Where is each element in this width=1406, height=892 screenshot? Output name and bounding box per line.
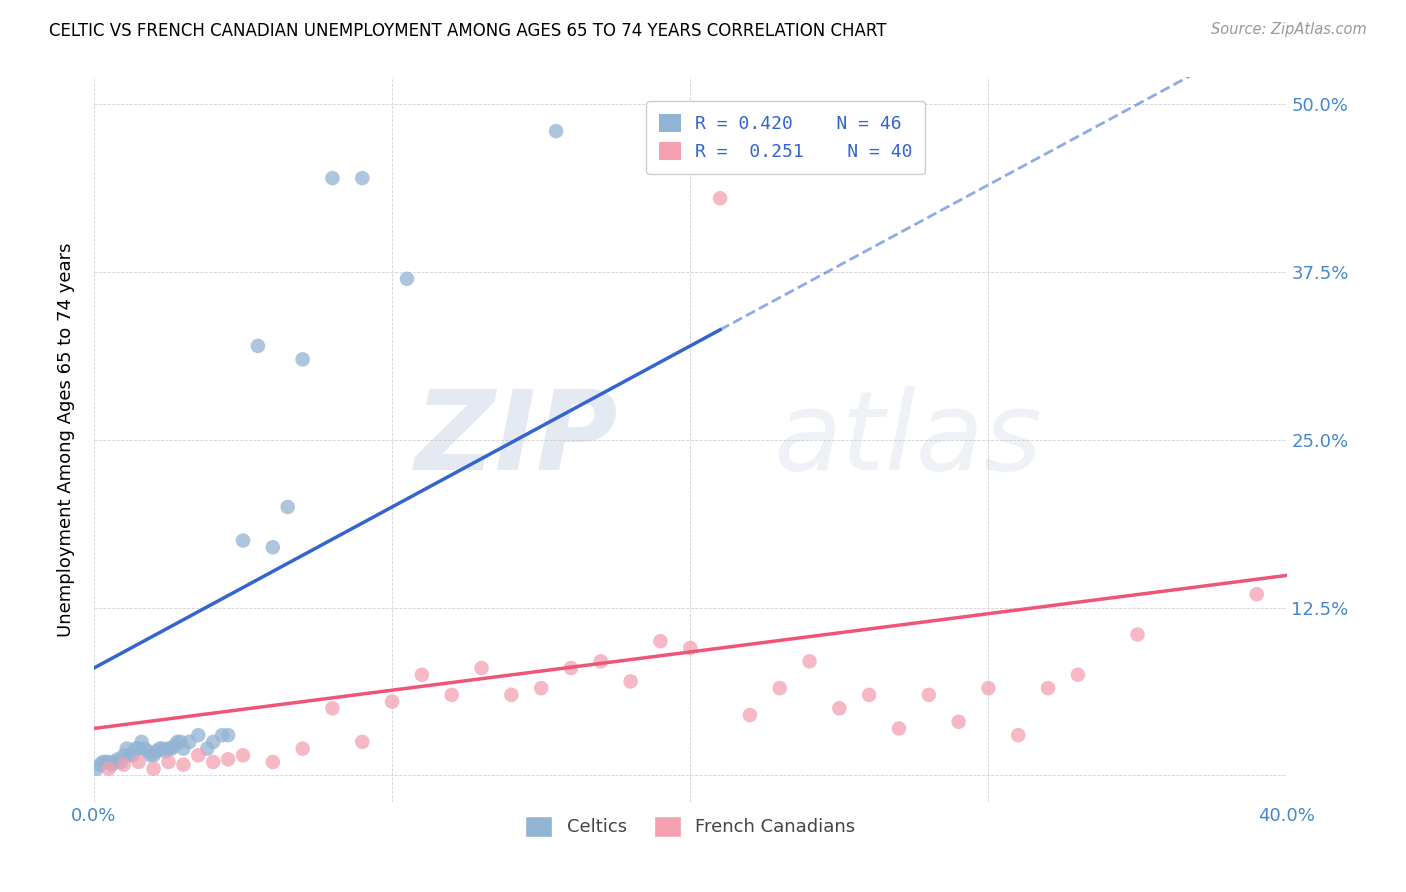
Point — [620, 674, 643, 689]
Point — [395, 272, 418, 286]
Point — [155, 744, 177, 758]
Point — [1007, 728, 1029, 742]
Point — [110, 755, 132, 769]
Point — [187, 728, 209, 742]
Point — [799, 654, 821, 668]
Point — [148, 741, 170, 756]
Point — [411, 667, 433, 681]
Point — [262, 540, 284, 554]
Point — [291, 741, 314, 756]
Point — [107, 752, 129, 766]
Point — [321, 701, 343, 715]
Point — [738, 708, 761, 723]
Point — [232, 748, 254, 763]
Point — [128, 741, 150, 756]
Point — [139, 748, 162, 763]
Point — [134, 741, 156, 756]
Point — [169, 735, 191, 749]
Point — [112, 757, 135, 772]
Point — [650, 634, 672, 648]
Point — [131, 735, 153, 749]
Text: atlas: atlas — [773, 386, 1042, 493]
Point — [202, 735, 225, 749]
Point — [232, 533, 254, 548]
Point — [104, 755, 127, 769]
Point — [440, 688, 463, 702]
Point — [977, 681, 1000, 695]
Point — [769, 681, 792, 695]
Point — [145, 744, 167, 758]
Point — [202, 755, 225, 769]
Point — [163, 739, 186, 753]
Point — [91, 755, 114, 769]
Point — [112, 748, 135, 763]
Point — [166, 735, 188, 749]
Y-axis label: Unemployment Among Ages 65 to 74 years: Unemployment Among Ages 65 to 74 years — [58, 243, 75, 637]
Point — [101, 757, 124, 772]
Point — [115, 741, 138, 756]
Point — [94, 755, 117, 769]
Point — [172, 741, 194, 756]
Point — [546, 124, 568, 138]
Point — [321, 171, 343, 186]
Point — [142, 762, 165, 776]
Point — [142, 748, 165, 763]
Point — [918, 688, 941, 702]
Point — [211, 728, 233, 742]
Point — [217, 752, 239, 766]
Point — [128, 755, 150, 769]
Point — [679, 640, 702, 655]
Point — [948, 714, 970, 729]
Point — [195, 741, 218, 756]
Point — [352, 735, 374, 749]
Point — [97, 762, 120, 776]
Point — [560, 661, 582, 675]
Point — [118, 748, 141, 763]
Point — [530, 681, 553, 695]
Point — [589, 654, 612, 668]
Text: CELTIC VS FRENCH CANADIAN UNEMPLOYMENT AMONG AGES 65 TO 74 YEARS CORRELATION CHA: CELTIC VS FRENCH CANADIAN UNEMPLOYMENT A… — [49, 22, 887, 40]
Point — [246, 339, 269, 353]
Point — [277, 500, 299, 514]
Point — [157, 741, 180, 756]
Point — [828, 701, 851, 715]
Point — [86, 762, 108, 776]
Point — [217, 728, 239, 742]
Text: Source: ZipAtlas.com: Source: ZipAtlas.com — [1211, 22, 1367, 37]
Point — [136, 744, 159, 758]
Point — [1036, 681, 1059, 695]
Point — [89, 757, 111, 772]
Point — [291, 352, 314, 367]
Point — [1067, 667, 1090, 681]
Point — [262, 755, 284, 769]
Point — [187, 748, 209, 763]
Point — [858, 688, 880, 702]
Point — [470, 661, 492, 675]
Point — [501, 688, 523, 702]
Point — [97, 755, 120, 769]
Point — [381, 695, 404, 709]
Point — [121, 748, 143, 763]
Legend: Celtics, French Canadians: Celtics, French Canadians — [517, 809, 863, 844]
Point — [1126, 627, 1149, 641]
Point — [352, 171, 374, 186]
Point — [152, 741, 174, 756]
Point — [1246, 587, 1268, 601]
Point — [179, 735, 201, 749]
Point — [887, 722, 910, 736]
Point — [157, 755, 180, 769]
Text: ZIP: ZIP — [415, 386, 619, 493]
Point — [664, 151, 686, 165]
Point — [172, 757, 194, 772]
Point — [709, 191, 731, 205]
Point — [124, 741, 146, 756]
Point — [160, 741, 183, 756]
